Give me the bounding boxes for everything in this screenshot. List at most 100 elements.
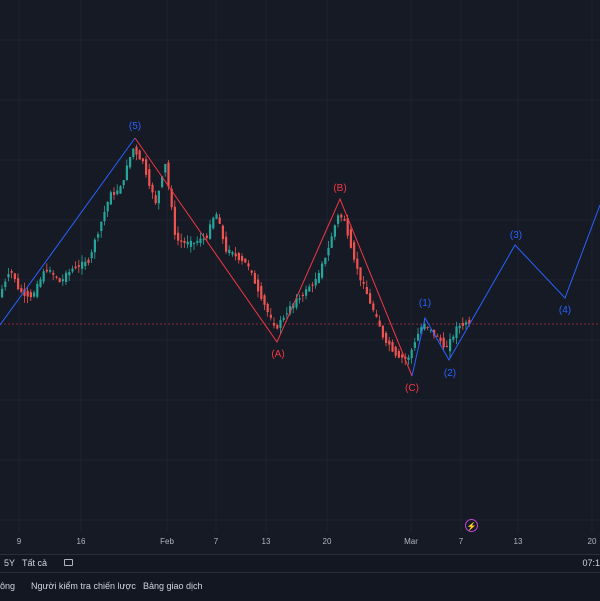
wave-label-a: (A) <box>271 349 284 360</box>
candle-body <box>321 263 324 278</box>
candle-body <box>4 281 7 288</box>
candle-body <box>465 322 468 325</box>
candle-body <box>362 281 365 284</box>
candle-body <box>20 288 23 293</box>
candle-body <box>113 192 116 195</box>
candle-body <box>225 236 228 252</box>
candle-body <box>327 247 330 256</box>
candle-body <box>324 257 327 264</box>
wave-label-4: (4) <box>559 305 571 316</box>
candle-body <box>65 272 68 282</box>
candle-body <box>244 258 247 263</box>
candle-body <box>436 335 439 337</box>
candle-body <box>26 290 29 297</box>
candle-body <box>106 201 109 212</box>
candle-body <box>100 221 103 231</box>
candle-body <box>330 236 333 248</box>
candle-body <box>273 323 276 326</box>
wave-label-3: (3) <box>510 230 522 241</box>
candle-body <box>39 279 42 287</box>
candle-body <box>407 357 410 360</box>
candle-body <box>129 157 132 168</box>
candle-body <box>81 261 84 269</box>
time-axis[interactable]: 9 16 Feb 7 13 20 Mar 7 13 20 <box>0 532 600 554</box>
candle-body <box>433 329 436 336</box>
candle-body <box>135 146 138 155</box>
candle-body <box>410 349 413 359</box>
candle-body <box>458 325 461 329</box>
candle-body <box>173 206 176 235</box>
candle-body <box>426 327 429 329</box>
tab-trading-panel[interactable]: Bảng giao dịch <box>143 581 203 591</box>
candle-body <box>209 224 212 239</box>
candle-body <box>353 242 356 260</box>
candle-body <box>381 325 384 338</box>
candle-body <box>202 239 205 241</box>
candle-body <box>33 292 36 297</box>
time-tick: Feb <box>160 537 174 546</box>
time-tick: 7 <box>213 537 219 546</box>
candle-body <box>42 271 45 282</box>
candle-body <box>445 345 448 347</box>
time-tick: 20 <box>322 537 332 546</box>
clock-time[interactable]: 07:1 <box>582 558 600 568</box>
time-tick: 13 <box>513 537 523 546</box>
chart-grid <box>0 0 600 532</box>
wave-label-2: (2) <box>444 368 456 379</box>
candle-body <box>429 329 432 331</box>
lightning-icon[interactable]: ⚡ <box>465 519 478 532</box>
candle-body <box>125 165 128 181</box>
candle-body <box>29 292 32 298</box>
candle-body <box>1 288 4 298</box>
candle-body <box>116 190 119 195</box>
candle-body <box>71 268 74 272</box>
candle-body <box>397 351 400 358</box>
candle-body <box>455 326 458 339</box>
candle-body <box>164 164 167 173</box>
time-tick: 16 <box>76 537 86 546</box>
candle-body <box>343 219 346 221</box>
candle-body <box>61 279 64 282</box>
candle-body <box>49 270 52 272</box>
candle-body <box>68 271 71 276</box>
candle-body <box>285 313 288 315</box>
time-tick: 20 <box>587 537 597 546</box>
candle-body <box>58 278 61 283</box>
calendar-range-icon[interactable] <box>64 559 73 566</box>
candle-body <box>177 232 180 241</box>
candle-body <box>189 240 192 247</box>
tab-strategy-tester[interactable]: Người kiểm tra chiến lược <box>31 581 136 591</box>
candle-body <box>231 252 234 255</box>
candle-body <box>141 158 144 162</box>
range-5y-button[interactable]: 5Y <box>4 558 16 568</box>
price-chart[interactable]: (5) (A) (B) (C) (1) (2) (3) (4) <box>0 0 600 532</box>
candle-body <box>337 215 340 224</box>
candle-body <box>215 214 218 219</box>
candle-body <box>420 327 423 334</box>
candle-body <box>346 218 349 236</box>
range-all-button[interactable]: Tất cả <box>22 558 48 568</box>
candle-body <box>372 303 375 311</box>
candle-body <box>423 323 426 330</box>
candle-body <box>449 338 452 352</box>
tab-pine-editor[interactable]: ông <box>0 581 16 591</box>
candle-body <box>228 249 231 253</box>
wave-label-1: (1) <box>419 298 431 309</box>
candle-body <box>234 253 237 257</box>
candle-body <box>10 271 13 273</box>
wave-label-b: (B) <box>333 183 346 194</box>
candle-body <box>154 195 157 204</box>
candle-body <box>97 234 100 238</box>
candle-body <box>205 235 208 238</box>
candle-body <box>167 162 170 187</box>
candle-body <box>349 229 352 248</box>
candle-body <box>103 211 106 222</box>
candle-body <box>276 325 279 329</box>
candle-body <box>365 286 368 295</box>
candle-body <box>193 242 196 244</box>
candle-body <box>295 298 298 308</box>
bottom-panel-tabs: ông Người kiểm tra chiến lược Bảng giao … <box>0 572 600 601</box>
time-tick: 13 <box>261 537 271 546</box>
candle-body <box>417 333 420 341</box>
candle-body <box>250 270 253 273</box>
